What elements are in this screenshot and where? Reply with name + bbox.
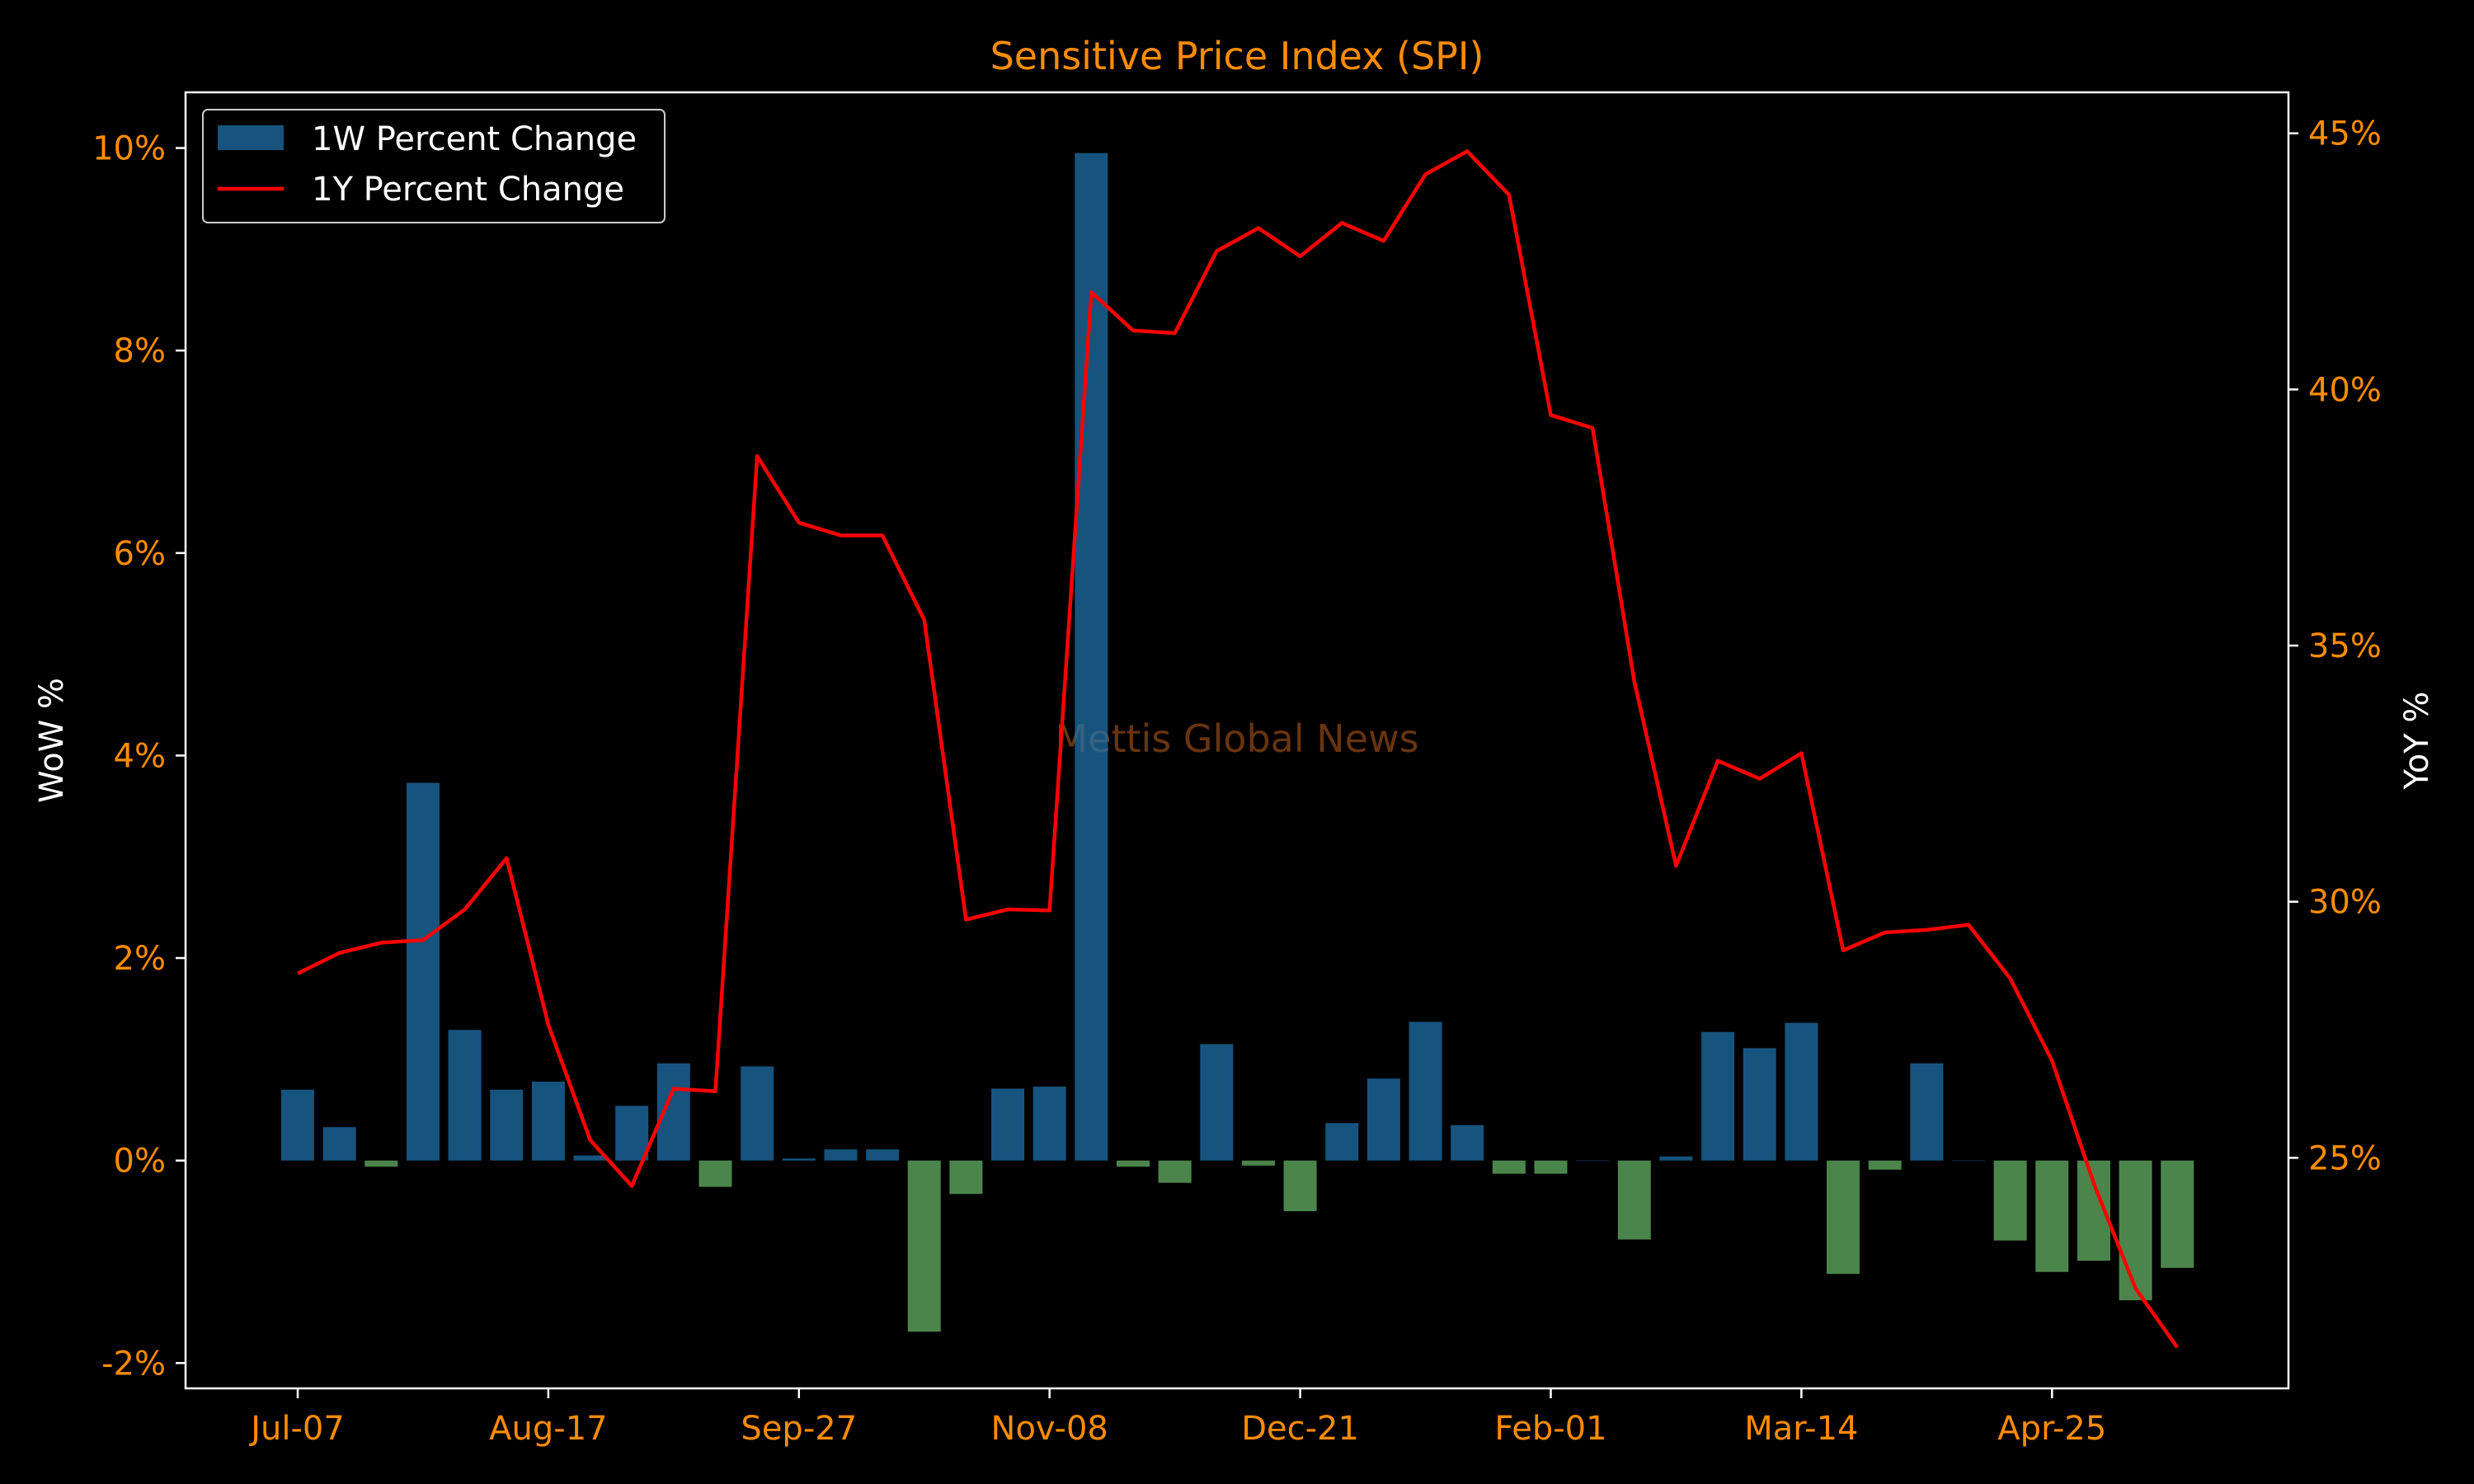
line-series-group: [297, 149, 2180, 1349]
x-axis-ticks: Jul-07 Aug-17 Sep-27 Nov-08 Dec-21 Feb-01 Mar-…: [248, 1388, 2106, 1448]
wow-bar: [573, 1155, 607, 1161]
right-tick-label: 25%: [2308, 1139, 2382, 1177]
wow-bar: [1576, 1160, 1610, 1162]
wow-bar: [1910, 1063, 1944, 1161]
legend: 1W Percent Change 1Y Percent Change: [202, 109, 666, 223]
wow-bar: [991, 1088, 1025, 1161]
x-tick-label: Sep-27: [741, 1410, 857, 1448]
wow-bar: [615, 1106, 649, 1161]
left-tick-label: 10%: [92, 130, 166, 168]
wow-bar: [741, 1066, 774, 1161]
legend-bar-swatch: [218, 125, 284, 150]
wow-bar: [1158, 1160, 1192, 1183]
wow-bar: [1241, 1160, 1275, 1166]
legend-label-bars: 1W Percent Change: [312, 120, 637, 158]
wow-bar: [1785, 1022, 1818, 1161]
wow-bar: [1868, 1160, 1902, 1170]
left-tick-label: 6%: [114, 535, 166, 573]
wow-bar: [1534, 1160, 1568, 1174]
wow-bar: [531, 1081, 565, 1161]
chart-title: Sensitive Price Index (SPI): [990, 34, 1484, 78]
wow-bar: [1451, 1125, 1484, 1161]
wow-bar: [1659, 1156, 1693, 1161]
wow-bar: [698, 1160, 732, 1187]
wow-bar: [1492, 1160, 1526, 1174]
wow-bar: [1952, 1160, 1985, 1162]
yoy-line: [297, 149, 2180, 1349]
right-tick-label: 35%: [2308, 627, 2382, 665]
legend-box: [202, 109, 666, 223]
wow-bar: [782, 1158, 816, 1161]
wow-bar: [1200, 1044, 1234, 1161]
wow-bar: [490, 1089, 524, 1161]
right-tick-label: 40%: [2308, 371, 2382, 409]
wow-bar: [1827, 1160, 1860, 1275]
plot-area-frame: [184, 91, 2290, 1390]
left-axis-title: WoW %: [33, 678, 71, 803]
wow-bar: [1032, 1087, 1066, 1161]
wow-bar: [448, 1030, 482, 1161]
x-tick-label: Mar-14: [1744, 1410, 1858, 1448]
x-tick-label: Apr-25: [1997, 1410, 2106, 1448]
left-tick-label: 8%: [114, 332, 166, 370]
bar-series-group: [281, 153, 2194, 1332]
wow-bar: [281, 1089, 314, 1161]
wow-bar: [1366, 1078, 1400, 1161]
wow-bar: [2161, 1160, 2194, 1268]
wow-bar: [907, 1160, 941, 1332]
wow-bar: [2119, 1160, 2152, 1301]
wow-bar: [824, 1149, 858, 1161]
left-axis-ticks: -2% 0% 2% 4% 6% 8% 10%: [92, 130, 186, 1383]
x-tick-label: Dec-21: [1241, 1410, 1359, 1448]
x-tick-label: Nov-08: [991, 1410, 1108, 1448]
right-axis-title: YoY %: [2398, 692, 2436, 791]
watermark-text: Mettis Global News: [1055, 716, 1418, 761]
wow-bar: [866, 1149, 900, 1161]
left-tick-label: 2%: [114, 940, 166, 978]
wow-bar: [322, 1127, 356, 1161]
wow-bar: [1617, 1160, 1651, 1240]
wow-bar: [365, 1160, 398, 1167]
left-tick-label: 0%: [114, 1143, 166, 1181]
x-tick-label: Feb-01: [1494, 1410, 1606, 1448]
wow-bar: [1283, 1160, 1317, 1212]
right-tick-label: 45%: [2308, 115, 2382, 153]
wow-bar: [1075, 153, 1108, 1161]
legend-label-line: 1Y Percent Change: [312, 171, 624, 209]
wow-bar: [1117, 1160, 1150, 1167]
x-tick-label: Jul-07: [248, 1410, 345, 1448]
wow-bar: [1993, 1160, 2027, 1241]
right-axis-ticks: 25% 30% 35% 40% 45%: [2288, 115, 2382, 1177]
wow-bar: [1701, 1031, 1735, 1161]
wow-bar: [1325, 1123, 1359, 1161]
x-tick-label: Aug-17: [489, 1410, 607, 1448]
left-tick-label: 4%: [114, 737, 166, 775]
wow-bar: [2035, 1160, 2069, 1272]
wow-bar: [1409, 1021, 1442, 1161]
wow-bar: [406, 782, 440, 1161]
right-tick-label: 30%: [2308, 884, 2382, 922]
wow-bar: [949, 1160, 983, 1195]
left-tick-label: -2%: [101, 1345, 166, 1383]
wow-bar: [1743, 1048, 1776, 1161]
